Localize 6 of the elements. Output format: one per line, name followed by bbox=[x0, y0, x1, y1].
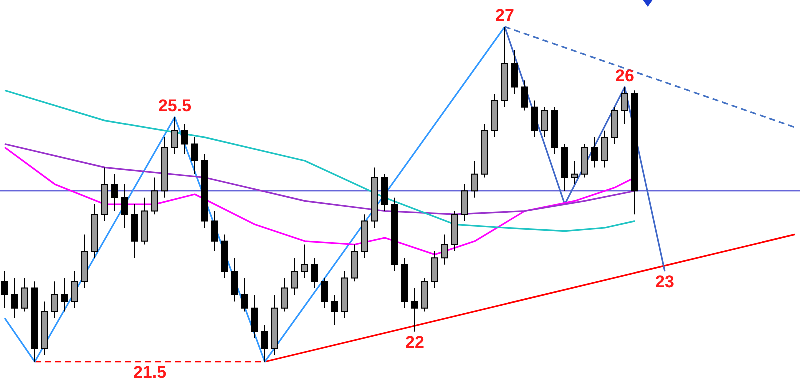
annotation: 21.5 bbox=[133, 363, 167, 382]
annotation: 26 bbox=[616, 66, 634, 86]
annotation: 27 bbox=[496, 6, 514, 26]
annotation: 23 bbox=[656, 272, 674, 292]
annotation: 25.5 bbox=[158, 96, 192, 116]
annotation: 22 bbox=[406, 333, 424, 352]
